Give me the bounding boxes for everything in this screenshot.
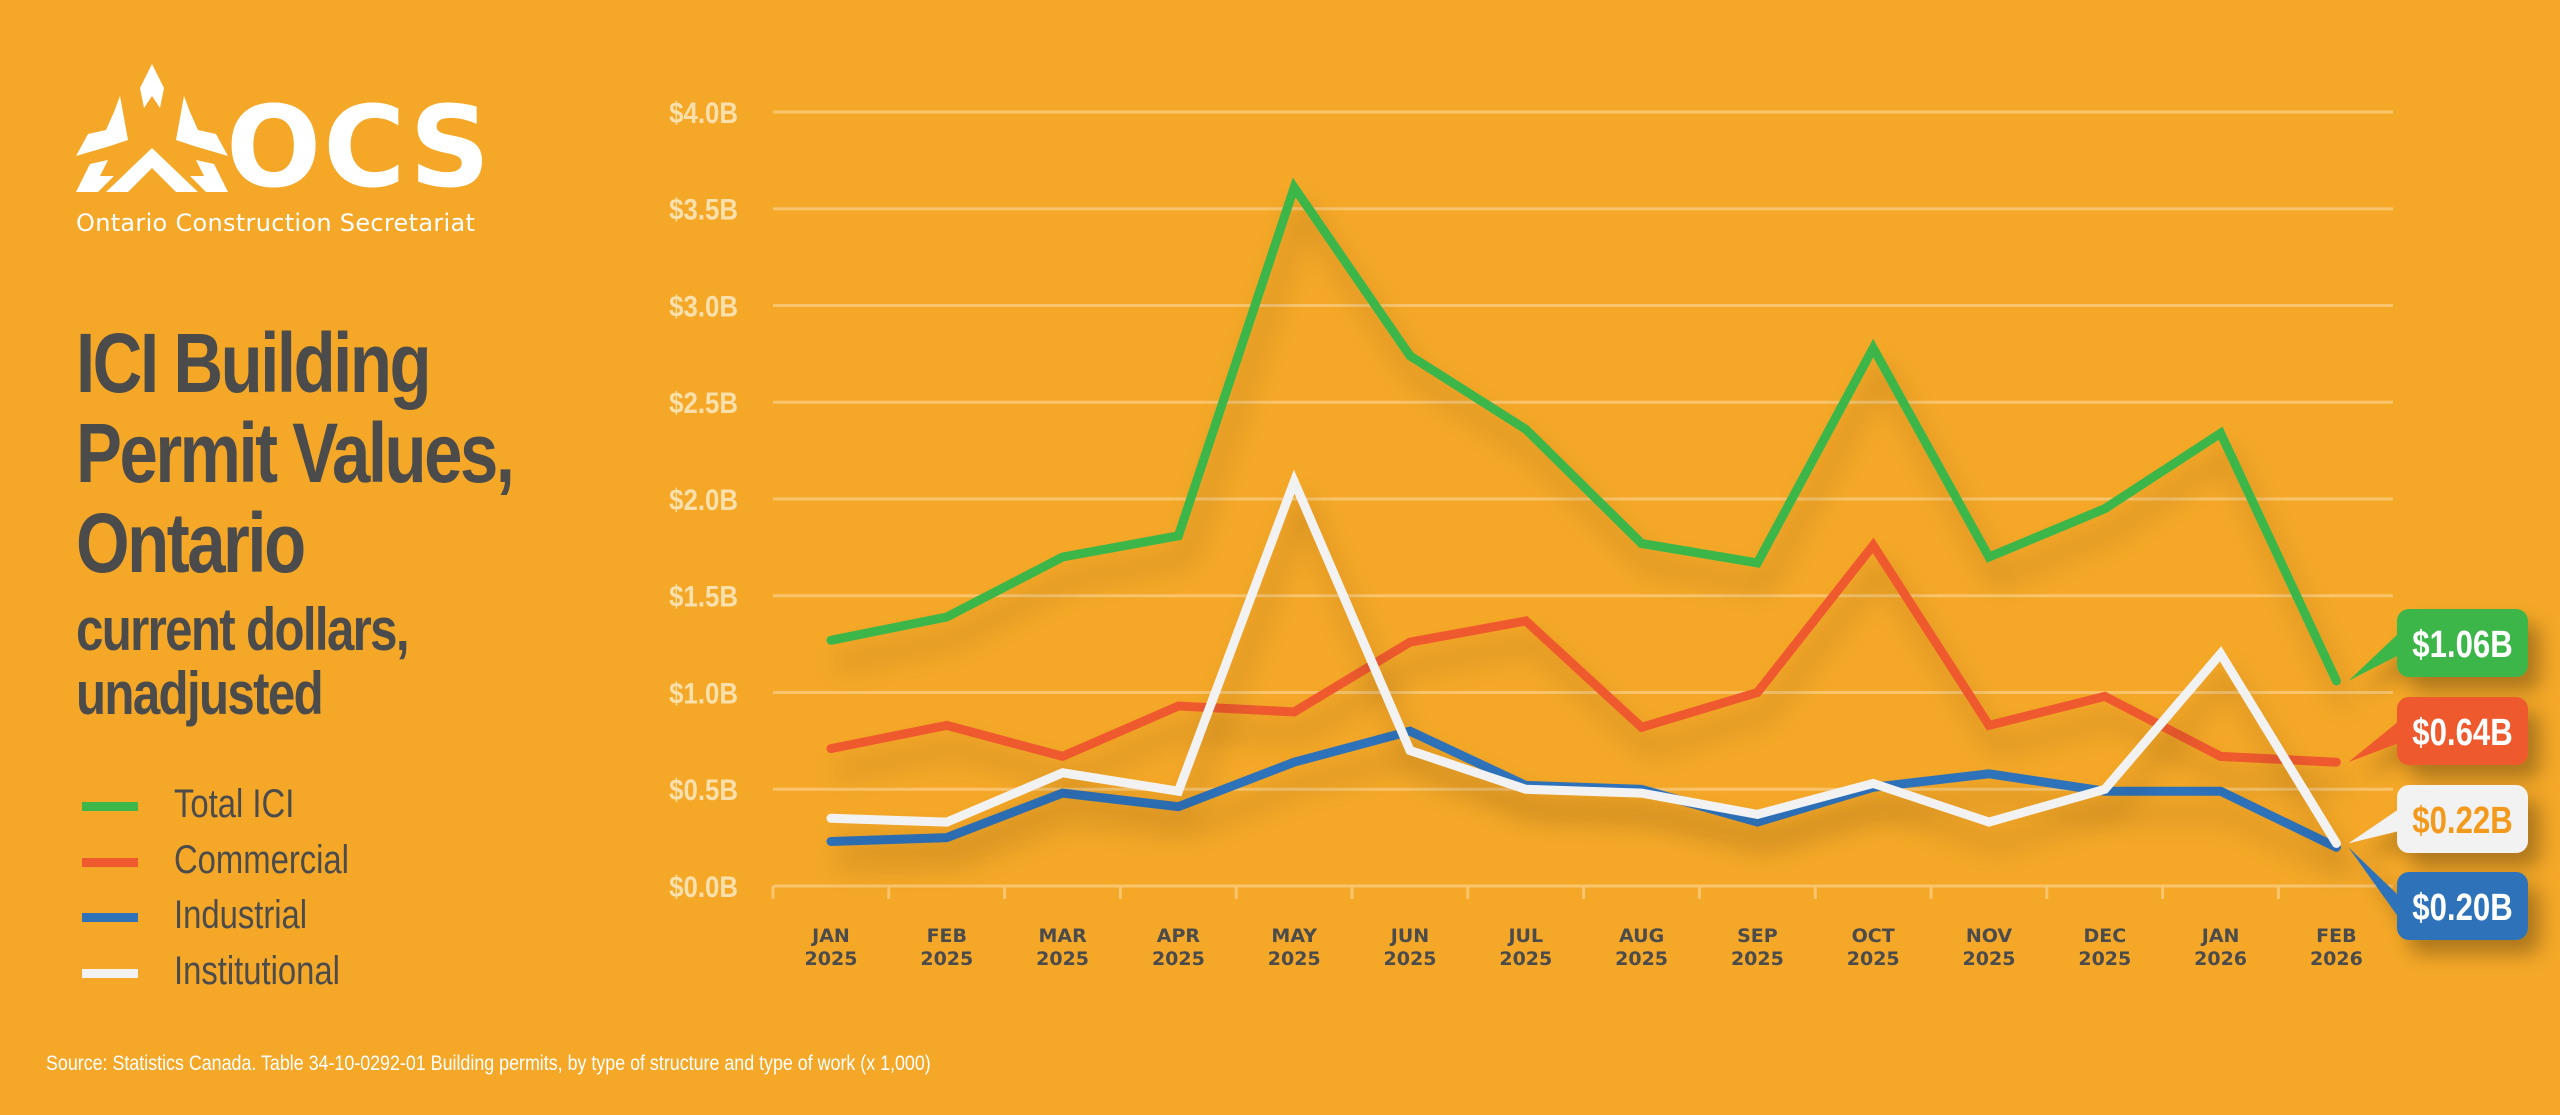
legend-swatch [82,913,138,922]
x-tick-year: 2026 [2310,948,2363,970]
y-axis: $0.0B $0.5B $1.0B $1.5B $2.0B $2.5B $3.0B $3.5B… [669,96,738,903]
series-group [826,177,2341,852]
organization-name: Ontario Construction Secretariat [76,209,476,237]
callout-institutional: $0.22B [2348,785,2528,853]
legend-label: Industrial [174,893,308,937]
legend-label: Commercial [174,837,349,882]
callout-value: $0.20B [2412,887,2512,929]
y-tick-label: $1.5B [669,580,738,613]
x-tick-month: JUL [1506,925,1543,947]
y-tick-label: $2.5B [669,386,738,419]
x-tick-month: OCT [1852,925,1895,947]
subtitle-line: unadjusted [76,660,324,727]
callout-commercial: $0.64B [2348,697,2528,765]
end-value-callouts: $1.06B $0.64B $0.22B $0.20B [2348,609,2528,940]
callout-pointer [2348,721,2399,763]
legend-swatch [82,968,138,978]
legend-swatch [82,857,138,867]
x-tick-year: 2025 [920,948,973,970]
series-line-commercial [826,537,2341,767]
legend-label: Total ICI [174,782,295,826]
callout-box [2397,872,2528,940]
callout-box [2397,609,2528,677]
source-note: Source: Statistics Canada. Table 34-10-0… [46,1052,931,1075]
x-axis: JAN2025FEB2025MAR2025APR2025MAY2025JUN20… [771,886,2363,970]
chart-title: ICI Building Permit Values, Ontario [76,318,608,588]
x-tick-month: MAY [1271,925,1317,947]
series-line-institutional [826,469,2341,848]
callout-pointer [2348,633,2399,681]
y-tick-label: $1.0B [669,677,738,710]
x-tick-month: JAN [2200,925,2240,947]
logo-wordmark: OCS [226,83,493,213]
x-tick-year: 2025 [1615,948,1668,970]
callout-pointer [2348,809,2399,844]
y-tick-label: $3.0B [669,290,738,323]
y-tick-label: $2.0B [669,483,738,516]
x-tick-year: 2025 [1152,948,1205,970]
x-tick-month: JUN [1389,925,1429,947]
ocs-triangle-mark-icon [76,64,228,192]
x-tick-year: 2025 [1963,948,2016,970]
x-tick-year: 2025 [2078,948,2131,970]
y-tick-label: $0.0B [669,870,738,903]
callout-total-ici: $1.06B [2348,609,2528,681]
y-tick-label: $3.5B [669,193,738,226]
x-tick-year: 2025 [1036,948,1089,970]
x-tick-month: MAR [1038,925,1087,947]
x-tick-year: 2025 [805,948,858,970]
legend-swatch [82,802,138,811]
callout-pointer [2348,847,2399,918]
x-tick-year: 2025 [1384,948,1437,970]
title-line: Ontario [76,496,306,590]
title-line: Permit Values, [76,406,515,500]
x-tick-month: SEP [1737,925,1778,947]
subtitle-line: current dollars, [76,596,410,663]
x-tick-year: 2025 [1731,948,1784,970]
x-tick-year: 2025 [1499,948,1552,970]
x-tick-month: FEB [927,925,967,947]
x-tick-month: APR [1157,925,1201,947]
x-tick-year: 2026 [2194,948,2247,970]
title-line: ICI Building [76,316,432,410]
legend-label: Institutional [174,948,340,993]
x-tick-month: AUG [1619,925,1664,947]
chart-subtitle: current dollars, unadjusted [76,598,481,726]
y-tick-label: $4.0B [669,96,738,129]
series-line-total-ici [826,177,2341,686]
x-tick-year: 2025 [1268,948,1321,970]
callout-box [2397,697,2528,765]
x-tick-month: FEB [2316,925,2356,947]
callout-value: $0.64B [2412,712,2512,754]
gridlines [773,110,2393,888]
callout-industrial: $0.20B [2348,847,2528,940]
callout-box [2397,785,2528,853]
x-tick-month: DEC [2083,925,2126,947]
x-tick-year: 2025 [1847,948,1900,970]
x-tick-month: JAN [810,925,850,947]
callout-value: $0.22B [2412,800,2512,842]
y-tick-label: $0.5B [669,773,738,806]
x-tick-month: NOV [1966,925,2013,947]
ocs-logo: OCS Ontario Construction Secretariat [76,64,490,239]
callout-value: $1.06B [2412,624,2512,666]
